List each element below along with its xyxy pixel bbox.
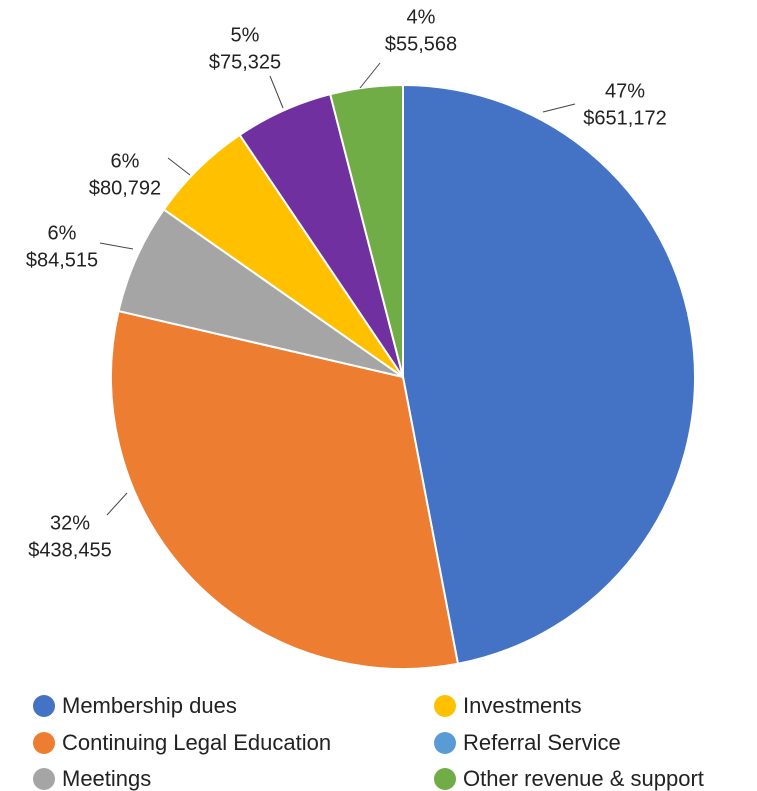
percent-label: 5%	[231, 24, 260, 46]
legend-swatch	[33, 732, 55, 754]
legend-label: Investments	[463, 693, 582, 718]
percent-label: 47%	[605, 80, 645, 102]
value-label: $75,325	[209, 51, 281, 73]
leader-line	[106, 492, 128, 516]
legend-swatch	[434, 768, 456, 790]
legend-swatch	[33, 768, 55, 790]
legend-label: Other revenue & support	[463, 766, 704, 791]
legend-swatch	[434, 695, 456, 717]
pie-slice	[402, 83, 696, 665]
legend-swatch	[33, 695, 55, 717]
leader-line	[542, 103, 576, 113]
percent-label: 4%	[407, 6, 436, 28]
percent-label: 6%	[48, 222, 77, 244]
legend-swatch	[434, 732, 456, 754]
legend-label: Meetings	[62, 766, 151, 791]
leader-line	[99, 242, 134, 250]
value-label: $84,515	[26, 249, 98, 271]
legend-label: Membership dues	[62, 693, 237, 718]
percent-label: 32%	[50, 512, 90, 534]
leader-line	[167, 157, 191, 176]
value-label: $438,455	[28, 539, 111, 561]
value-label: $80,792	[89, 177, 161, 199]
pie-slice	[328, 83, 404, 378]
value-label: $55,568	[385, 33, 457, 55]
legend-label: Referral Service	[463, 730, 621, 755]
pie-slice	[110, 309, 460, 670]
value-label: $651,172	[583, 107, 666, 129]
percent-label: 6%	[111, 150, 140, 172]
leader-line	[269, 75, 284, 109]
leader-line	[359, 62, 381, 89]
legend-label: Continuing Legal Education	[62, 730, 331, 755]
